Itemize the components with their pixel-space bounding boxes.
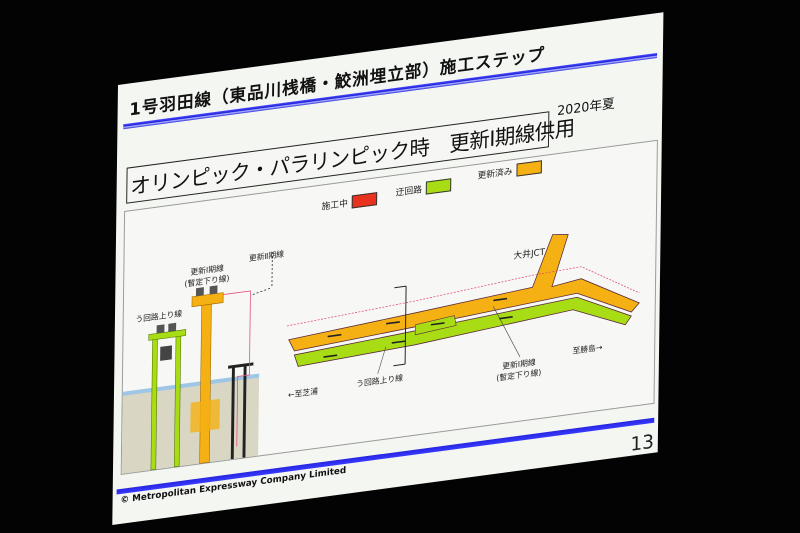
cross-section-drawing <box>121 234 640 474</box>
construction-diagram: 施工中 迂回路 更新済み <box>120 139 658 475</box>
page-number: 13 <box>630 430 655 456</box>
phase-date: 2020年夏 <box>557 96 615 120</box>
presentation-slide: 1号羽田線（東品川桟橋・鮫洲埋立部）施工ステップ オリンピック・パラリンピック時… <box>112 12 664 525</box>
